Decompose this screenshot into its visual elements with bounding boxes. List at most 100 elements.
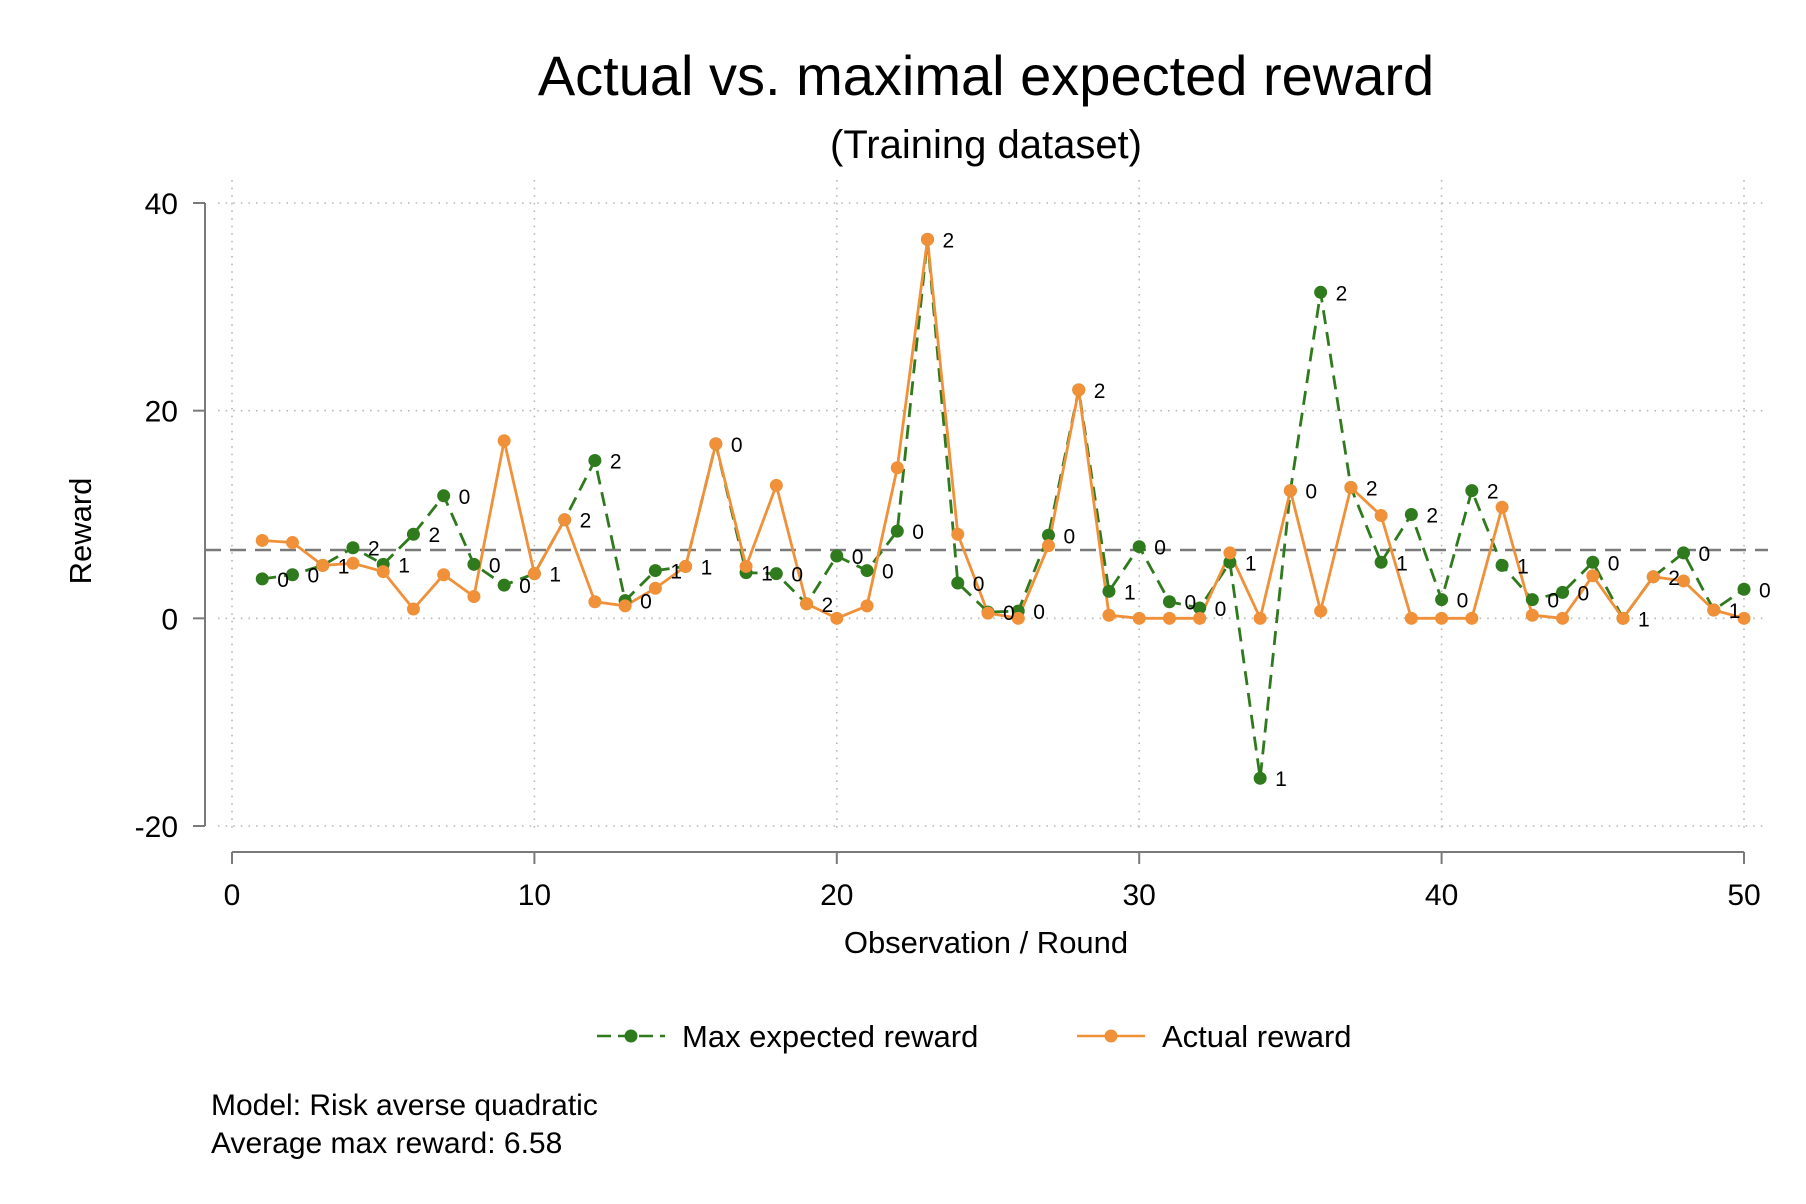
point-max-21 xyxy=(860,564,874,578)
legend: Max expected reward Actual reward xyxy=(597,1019,1352,1054)
point-actual-27 xyxy=(1041,539,1055,553)
point-actual-41 xyxy=(1465,611,1479,625)
point-label-12: 2 xyxy=(610,451,622,474)
point-max-14 xyxy=(648,564,662,578)
point-max-4 xyxy=(346,541,360,555)
legend-actual-label: Actual reward xyxy=(1162,1019,1352,1054)
point-label-13: 0 xyxy=(640,591,652,614)
point-max-38 xyxy=(1374,555,1388,569)
point-max-48 xyxy=(1677,546,1691,560)
point-actual-40 xyxy=(1435,611,1449,625)
point-label-46: 1 xyxy=(1638,608,1650,631)
point-label-34: 1 xyxy=(1275,768,1287,791)
point-actual-16 xyxy=(709,437,723,451)
point-label-14: 1 xyxy=(670,561,682,584)
point-max-39 xyxy=(1404,508,1418,521)
point-max-34 xyxy=(1253,771,1267,785)
point-max-42 xyxy=(1495,558,1509,572)
point-label-10: 1 xyxy=(549,564,561,587)
point-actual-37 xyxy=(1344,481,1358,495)
point-actual-30 xyxy=(1132,611,1146,625)
point-actual-24 xyxy=(951,527,965,541)
chart-title: Actual vs. maximal expected reward xyxy=(538,44,1434,107)
y-tick-label-40: 40 xyxy=(145,188,178,221)
point-max-44 xyxy=(1556,585,1570,599)
point-actual-42 xyxy=(1495,500,1509,514)
point-max-22 xyxy=(890,524,904,538)
note-model: Model: Risk averse quadratic xyxy=(211,1089,598,1122)
point-label-47: 2 xyxy=(1668,567,1680,590)
point-actual-12 xyxy=(588,595,602,609)
point-label-28: 2 xyxy=(1094,380,1106,403)
y-tick-label-20: 20 xyxy=(145,396,178,429)
x-tick-label-20: 20 xyxy=(820,879,853,912)
point-label-5: 1 xyxy=(398,554,410,577)
point-label-15: 1 xyxy=(701,556,713,579)
point-max-2 xyxy=(285,568,299,582)
point-label-37: 2 xyxy=(1366,478,1378,501)
point-actual-29 xyxy=(1102,608,1116,622)
point-label-23: 2 xyxy=(943,229,955,252)
point-label-39: 2 xyxy=(1426,505,1438,528)
point-label-4: 2 xyxy=(368,538,380,561)
point-actual-26 xyxy=(1011,611,1025,625)
point-label-40: 0 xyxy=(1457,590,1469,613)
point-actual-19 xyxy=(800,597,814,611)
point-label-16: 0 xyxy=(731,434,743,457)
point-actual-2 xyxy=(285,536,299,550)
point-max-41 xyxy=(1465,484,1479,498)
point-actual-47 xyxy=(1646,570,1660,584)
point-actual-44 xyxy=(1556,611,1570,625)
point-actual-8 xyxy=(467,590,481,604)
point-label-50: 0 xyxy=(1759,579,1771,602)
point-label-7: 0 xyxy=(459,486,471,509)
point-label-48: 0 xyxy=(1699,543,1711,566)
gridlines xyxy=(218,180,1768,833)
point-actual-36 xyxy=(1314,604,1328,618)
point-label-41: 2 xyxy=(1487,481,1499,504)
point-actual-45 xyxy=(1586,569,1600,583)
point-actual-22 xyxy=(890,461,904,475)
point-actual-7 xyxy=(437,568,451,582)
point-actual-14 xyxy=(648,581,662,595)
point-max-33 xyxy=(1223,555,1237,569)
point-max-9 xyxy=(497,578,511,592)
point-actual-5 xyxy=(376,565,390,579)
point-label-45: 0 xyxy=(1608,552,1620,575)
point-actual-13 xyxy=(618,599,632,613)
point-label-22: 0 xyxy=(912,521,924,544)
point-label-30: 0 xyxy=(1154,537,1166,560)
point-actual-4 xyxy=(346,556,360,570)
point-actual-17 xyxy=(739,559,753,573)
point-actual-6 xyxy=(406,602,420,616)
point-label-8: 0 xyxy=(489,554,501,577)
point-actual-32 xyxy=(1193,611,1207,625)
x-tick-label-10: 10 xyxy=(518,879,551,912)
point-max-29 xyxy=(1102,584,1116,598)
point-label-17: 1 xyxy=(761,563,773,586)
point-max-6 xyxy=(406,527,420,541)
point-max-50 xyxy=(1737,582,1751,596)
legend-max-swatch-marker xyxy=(624,1029,638,1043)
series-lines xyxy=(262,237,1745,780)
point-label-35: 0 xyxy=(1305,481,1317,504)
point-max-43 xyxy=(1525,593,1539,607)
x-tick-label-40: 40 xyxy=(1425,879,1458,912)
y-tick-label--20: -20 xyxy=(135,811,178,844)
point-actual-25 xyxy=(981,606,995,620)
point-max-30 xyxy=(1132,540,1146,554)
point-label-29: 1 xyxy=(1124,581,1136,604)
point-max-27 xyxy=(1041,528,1055,542)
point-actual-33 xyxy=(1223,546,1237,560)
point-label-6: 2 xyxy=(428,524,440,547)
point-label-33: 1 xyxy=(1245,552,1257,575)
point-max-24 xyxy=(951,576,965,590)
point-max-7 xyxy=(437,489,451,503)
point-label-19: 2 xyxy=(822,594,834,617)
point-label-49: 1 xyxy=(1729,600,1741,623)
series-line-max xyxy=(262,237,1745,780)
point-actual-49 xyxy=(1707,603,1721,617)
point-max-45 xyxy=(1586,555,1600,569)
